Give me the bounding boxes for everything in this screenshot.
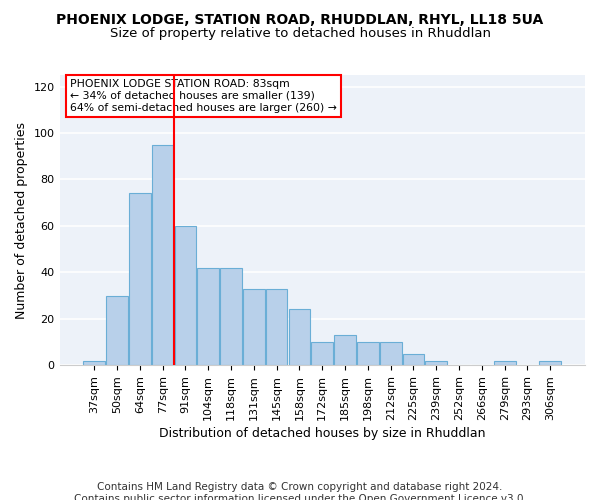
Bar	[129, 194, 151, 365]
Bar	[197, 268, 219, 365]
Bar	[220, 268, 242, 365]
Text: PHOENIX LODGE, STATION ROAD, RHUDDLAN, RHYL, LL18 5UA: PHOENIX LODGE, STATION ROAD, RHUDDLAN, R…	[56, 12, 544, 26]
Bar	[425, 360, 447, 365]
X-axis label: Distribution of detached houses by size in Rhuddlan: Distribution of detached houses by size …	[159, 427, 485, 440]
Bar	[175, 226, 196, 365]
Y-axis label: Number of detached properties: Number of detached properties	[15, 122, 28, 318]
Bar	[106, 296, 128, 365]
Bar	[357, 342, 379, 365]
Bar	[152, 144, 173, 365]
Bar	[289, 310, 310, 365]
Text: Contains HM Land Registry data © Crown copyright and database right 2024.: Contains HM Land Registry data © Crown c…	[97, 482, 503, 492]
Text: Contains public sector information licensed under the Open Government Licence v3: Contains public sector information licen…	[74, 494, 526, 500]
Text: Size of property relative to detached houses in Rhuddlan: Size of property relative to detached ho…	[110, 28, 491, 40]
Bar	[380, 342, 401, 365]
Bar	[334, 335, 356, 365]
Bar	[266, 288, 287, 365]
Bar	[83, 360, 105, 365]
Bar	[494, 360, 515, 365]
Bar	[311, 342, 333, 365]
Bar	[403, 354, 424, 365]
Text: PHOENIX LODGE STATION ROAD: 83sqm
← 34% of detached houses are smaller (139)
64%: PHOENIX LODGE STATION ROAD: 83sqm ← 34% …	[70, 80, 337, 112]
Bar	[539, 360, 561, 365]
Bar	[243, 288, 265, 365]
